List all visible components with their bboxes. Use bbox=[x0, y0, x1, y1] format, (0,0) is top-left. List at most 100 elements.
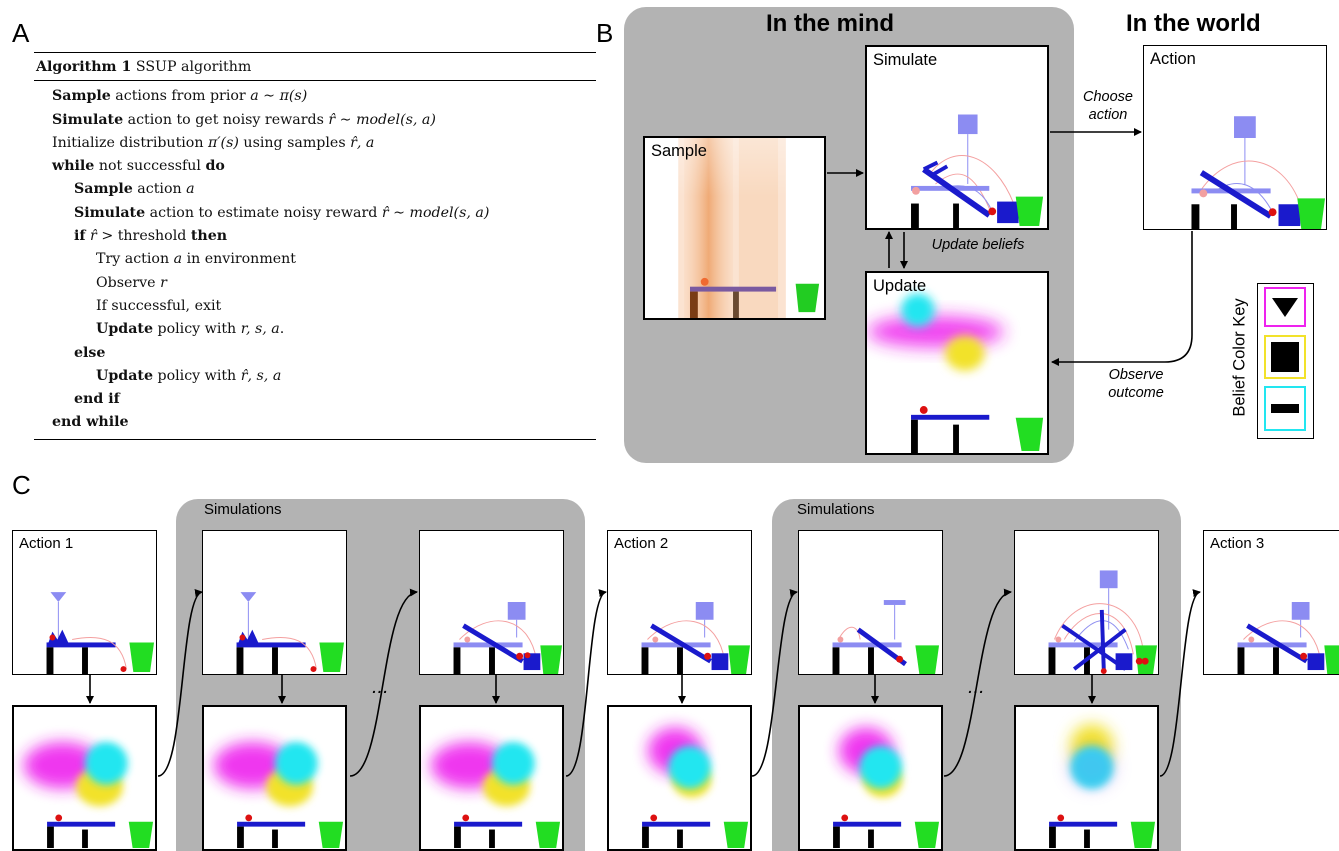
action-title: Action 1 bbox=[19, 535, 74, 552]
square-icon bbox=[1271, 342, 1299, 372]
algorithm-number: Algorithm 1 bbox=[36, 59, 132, 75]
algorithm-math: r̂ bbox=[90, 228, 97, 245]
action-title: Action bbox=[1150, 50, 1196, 68]
sample-scene bbox=[645, 138, 824, 318]
triangle-icon bbox=[1272, 298, 1298, 317]
algorithm-math: a bbox=[186, 181, 195, 198]
action-3-panel: Action 3 bbox=[1203, 530, 1339, 675]
sequence-scene bbox=[1048, 570, 1158, 674]
algorithm-keyword: end while bbox=[52, 414, 129, 431]
algorithm-line: end while bbox=[34, 411, 596, 434]
action-2-panel: Action 2 bbox=[607, 530, 752, 675]
belief-panel bbox=[12, 705, 157, 851]
algorithm-keyword: Sample bbox=[52, 88, 111, 105]
algorithm-keyword: Simulate bbox=[74, 204, 146, 221]
sequence-scene bbox=[236, 592, 345, 674]
panel-label-a: A bbox=[12, 18, 30, 48]
bar-icon bbox=[1271, 404, 1299, 413]
in-the-mind-header: In the mind bbox=[766, 10, 894, 37]
algorithm-line: Simulate action to estimate noisy reward… bbox=[34, 202, 596, 225]
action-scene bbox=[1191, 116, 1326, 229]
action-title: Action 3 bbox=[1210, 535, 1265, 552]
algorithm-math: r̂, s, a bbox=[240, 367, 282, 384]
algorithm-title: Algorithm 1 SSUP algorithm bbox=[34, 53, 596, 80]
algorithm-line: if r̂ > threshold then bbox=[34, 225, 596, 248]
observe-outcome-label: Observe outcome bbox=[1108, 367, 1164, 401]
simulate-panel: Simulate bbox=[865, 45, 1049, 230]
sequence-scene bbox=[46, 592, 155, 674]
action-panel: Action bbox=[1143, 45, 1327, 230]
algorithm-bottom-rule bbox=[34, 438, 596, 440]
action-1-panel: Action 1 bbox=[12, 530, 157, 675]
algorithm-text: Try action bbox=[96, 251, 174, 268]
simulations-label-2: Simulations bbox=[797, 501, 875, 518]
algorithm-text: . bbox=[279, 321, 285, 338]
algorithm-math: r, s, a bbox=[240, 321, 280, 338]
algorithm-text: Observe bbox=[96, 274, 161, 291]
algorithm-math: r bbox=[160, 274, 167, 291]
algorithm-math: r̂, a bbox=[350, 134, 375, 151]
sequence-scene bbox=[832, 600, 940, 674]
algorithm-line: Update policy with r̂, s, a bbox=[34, 365, 596, 388]
algorithm-line: end if bbox=[34, 388, 596, 411]
belief-scene bbox=[213, 742, 344, 849]
belief-scene bbox=[430, 742, 561, 849]
algorithm-line: else bbox=[34, 342, 596, 365]
sequence-scene bbox=[641, 602, 751, 674]
update-beliefs-label: Update beliefs bbox=[931, 237, 1025, 253]
algorithm-mid-rule bbox=[34, 80, 596, 82]
belief-key-triangle-swatch bbox=[1264, 287, 1306, 327]
action-title: Action 2 bbox=[614, 535, 669, 552]
algorithm-text: actions from prior bbox=[110, 88, 251, 105]
algorithm-text: Initialize distribution bbox=[52, 134, 209, 151]
algorithm-math: r̂ ∼ model(s, a) bbox=[381, 204, 490, 221]
belief-scene bbox=[833, 727, 940, 849]
simulation-panel bbox=[419, 530, 564, 675]
algorithm-keyword: end if bbox=[74, 391, 120, 408]
simulations-label-1: Simulations bbox=[204, 501, 282, 518]
belief-panel bbox=[607, 705, 752, 851]
simulate-title: Simulate bbox=[873, 51, 938, 69]
panel-label-c: C bbox=[12, 470, 31, 500]
ellipsis-1: ... bbox=[372, 676, 389, 698]
simulate-scene bbox=[911, 114, 1044, 228]
algorithm-math: r̂ ∼ model(s, a) bbox=[328, 111, 436, 128]
algorithm-line: Initialize distribution π′(s) using samp… bbox=[34, 132, 596, 155]
algorithm-line: Sample actions from prior a ∼ π(s) bbox=[34, 85, 596, 108]
belief-key-label: Belief Color Key bbox=[1230, 298, 1249, 417]
algorithm-line: Simulate action to get noisy rewards r̂ … bbox=[34, 109, 596, 132]
algorithm-line: Sample action a bbox=[34, 178, 596, 201]
belief-panel bbox=[419, 705, 564, 851]
algorithm-line: Try action a in environment bbox=[34, 248, 596, 271]
belief-panel bbox=[202, 705, 347, 851]
belief-key-bar-swatch bbox=[1264, 386, 1306, 431]
simulation-panel bbox=[1014, 530, 1159, 675]
algorithm-text: in environment bbox=[182, 251, 297, 268]
algorithm-name: SSUP algorithm bbox=[131, 59, 252, 75]
algorithm-box: Algorithm 1 SSUP algorithm Sample action… bbox=[34, 52, 596, 440]
panel-label-b: B bbox=[596, 18, 614, 48]
ellipsis-2: ... bbox=[968, 676, 985, 698]
algorithm-lines: Sample actions from prior a ∼ π(s) Simula… bbox=[34, 81, 596, 434]
algorithm-keyword: do bbox=[205, 158, 225, 175]
simulation-panel bbox=[202, 530, 347, 675]
algorithm-keyword: Sample bbox=[74, 181, 133, 198]
update-panel: Update bbox=[865, 271, 1049, 455]
algorithm-text: action to estimate noisy reward bbox=[145, 204, 382, 221]
belief-panel bbox=[798, 705, 943, 851]
algorithm-text: not successful bbox=[94, 158, 206, 175]
in-the-world-header: In the world bbox=[1126, 10, 1261, 37]
algorithm-text: action to get noisy rewards bbox=[123, 111, 329, 128]
algorithm-text: policy with bbox=[153, 367, 241, 384]
algorithm-keyword: Update bbox=[96, 321, 153, 338]
sample-panel: Sample bbox=[643, 136, 826, 320]
belief-key-square-swatch bbox=[1264, 335, 1306, 379]
algorithm-line: If successful, exit bbox=[34, 295, 596, 318]
algorithm-line: while not successful do bbox=[34, 155, 596, 178]
belief-scene bbox=[1049, 724, 1156, 849]
algorithm-text: policy with bbox=[153, 321, 241, 338]
algorithm-math: a ∼ π(s) bbox=[250, 88, 308, 105]
algorithm-keyword: Update bbox=[96, 367, 153, 384]
sample-title: Sample bbox=[651, 142, 707, 160]
algorithm-line: Update policy with r, s, a. bbox=[34, 318, 596, 341]
